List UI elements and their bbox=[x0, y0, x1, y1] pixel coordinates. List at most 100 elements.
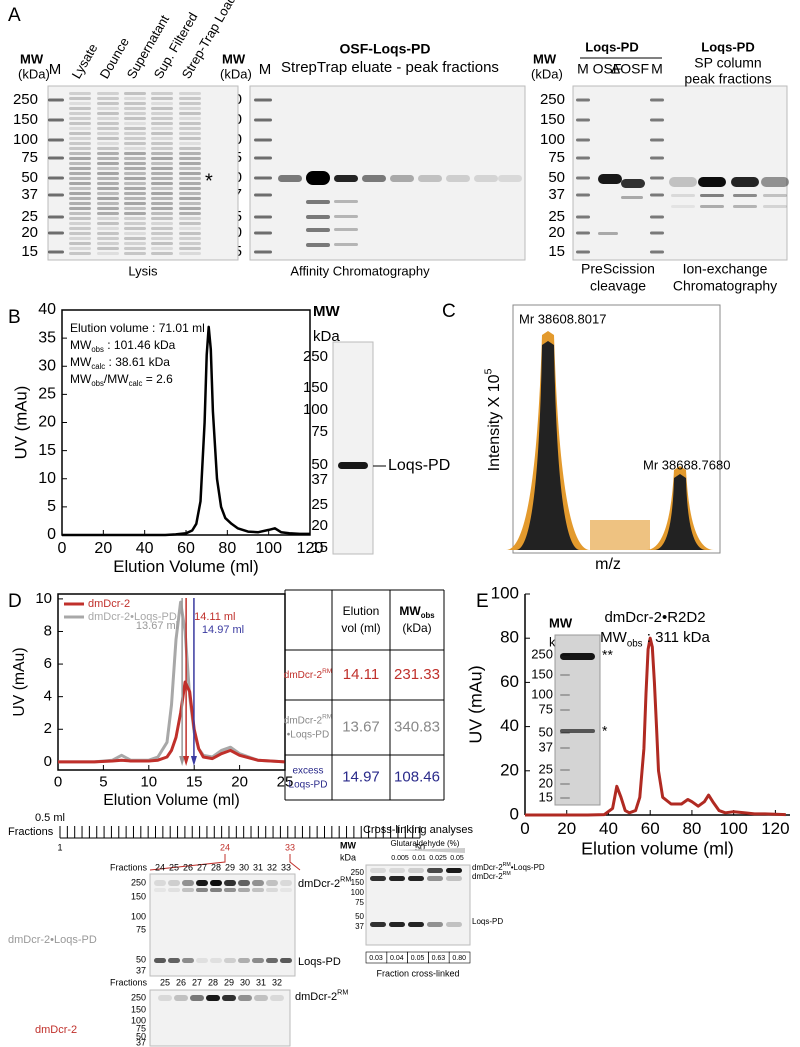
gel-band bbox=[427, 868, 443, 873]
gel-band bbox=[179, 252, 201, 255]
caption: cleavage bbox=[590, 278, 646, 294]
gel-subtitle: StrepTrap eluate - peak fractions bbox=[281, 59, 499, 76]
gel-band bbox=[179, 192, 201, 195]
gel-band bbox=[69, 212, 91, 215]
gel-band bbox=[252, 958, 264, 963]
gel-band bbox=[560, 654, 570, 656]
lane-label: 30 bbox=[239, 862, 249, 872]
concentration: 0.05 bbox=[450, 855, 464, 862]
y-tick-label: 100 bbox=[491, 583, 519, 602]
gel-band bbox=[254, 98, 272, 102]
gel-band bbox=[151, 252, 173, 255]
y-tick-label: 40 bbox=[500, 716, 519, 735]
gel-band bbox=[124, 112, 146, 115]
gel-band bbox=[69, 247, 91, 250]
y-tick-label: 0 bbox=[510, 804, 519, 823]
lane-label: 25 bbox=[160, 977, 170, 987]
gel-band bbox=[179, 247, 201, 250]
lane-label: 24 bbox=[155, 862, 165, 872]
mw-label: 75 bbox=[136, 924, 146, 934]
gel-band bbox=[154, 958, 166, 963]
y-tick-label: 80 bbox=[500, 628, 519, 647]
gel-band bbox=[151, 132, 173, 135]
text-part: MW bbox=[600, 629, 627, 646]
y-tick-label: 20 bbox=[38, 414, 56, 431]
panel-label: D bbox=[8, 591, 22, 612]
gel-band bbox=[69, 222, 91, 225]
gel-band bbox=[48, 250, 64, 254]
gel-band bbox=[334, 175, 358, 182]
gel-band bbox=[124, 192, 146, 195]
gel-band bbox=[763, 194, 787, 197]
mw-label: 150 bbox=[131, 891, 146, 901]
gel-band bbox=[650, 138, 664, 142]
gel-band bbox=[174, 995, 188, 1001]
text-part: dmDcr-2 bbox=[284, 670, 323, 681]
gel-band bbox=[151, 112, 173, 115]
row-label: dmDcr-2RM bbox=[284, 713, 332, 726]
gel-band bbox=[124, 207, 146, 210]
gel-band bbox=[560, 747, 570, 749]
gel-band bbox=[179, 187, 201, 190]
gel-band bbox=[306, 243, 330, 247]
mw-label: 15 bbox=[539, 789, 553, 804]
mw-header: MW bbox=[533, 51, 557, 66]
arrow-head bbox=[183, 756, 190, 766]
gel-band bbox=[151, 202, 173, 205]
lane-label: M bbox=[49, 61, 62, 78]
mw-label: 250 bbox=[303, 348, 328, 365]
gel-band bbox=[151, 182, 173, 185]
gel-band bbox=[151, 122, 173, 125]
ruler-tick-label: 33 bbox=[285, 842, 295, 852]
gel-band bbox=[427, 876, 443, 881]
legend-label: dmDcr-2•Loqs-PD bbox=[88, 611, 177, 623]
text-part: RM bbox=[322, 668, 332, 675]
gel-band bbox=[576, 98, 590, 102]
gel-band bbox=[334, 228, 358, 231]
gel-band bbox=[97, 162, 119, 165]
gel-band bbox=[700, 194, 724, 197]
gel-band bbox=[97, 237, 119, 240]
gel-band bbox=[69, 177, 91, 180]
gel-band bbox=[270, 995, 284, 1001]
mw-label: 75 bbox=[539, 701, 553, 716]
gel bbox=[47, 85, 239, 261]
gel-band bbox=[124, 247, 146, 250]
concentration: 0.025 bbox=[429, 855, 447, 862]
text-part: Elution bbox=[343, 604, 380, 618]
gel-band bbox=[124, 182, 146, 185]
gel-band bbox=[408, 868, 424, 873]
panel-label: E bbox=[476, 591, 489, 612]
gel-band bbox=[124, 212, 146, 215]
fraction-value: 0.63 bbox=[432, 955, 446, 962]
text-part: RM bbox=[340, 875, 351, 883]
gel-band bbox=[179, 137, 201, 140]
gel-band bbox=[69, 112, 91, 115]
gel-band bbox=[254, 995, 268, 1001]
gel-band bbox=[97, 182, 119, 185]
mw-header: MW bbox=[549, 615, 573, 630]
gel-band bbox=[151, 187, 173, 190]
gel-band bbox=[179, 172, 201, 175]
gel-band bbox=[278, 175, 302, 182]
gel-band bbox=[97, 132, 119, 135]
cell bbox=[448, 951, 471, 964]
gel-title: Loqs-PD bbox=[701, 39, 754, 54]
gel-band bbox=[671, 205, 695, 208]
mw-label: 37 bbox=[136, 965, 146, 975]
gel-band bbox=[190, 995, 204, 1001]
gel-band bbox=[97, 92, 119, 95]
gel-band bbox=[338, 462, 368, 469]
text-part: obs bbox=[91, 345, 104, 354]
y-tick-label: 35 bbox=[38, 329, 56, 346]
mw-label: 100 bbox=[351, 888, 365, 897]
text-part: Loqs-PD bbox=[289, 779, 328, 790]
gel-band bbox=[238, 958, 250, 963]
gel-band bbox=[124, 117, 146, 120]
chart-title: dmDcr-2•R2D2 bbox=[604, 609, 705, 626]
mw-label: 100 bbox=[303, 401, 328, 418]
gel-band bbox=[48, 176, 64, 180]
mw-label: 25 bbox=[548, 208, 565, 225]
gel-band bbox=[179, 227, 201, 230]
gel-band bbox=[306, 215, 330, 219]
